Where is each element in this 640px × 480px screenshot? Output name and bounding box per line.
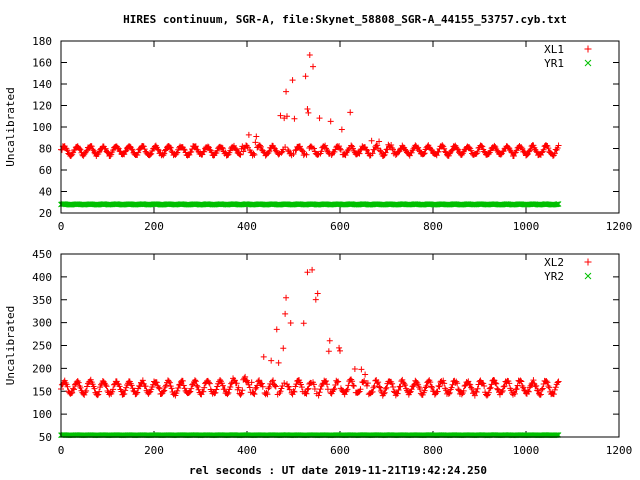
y-axis-label: Uncalibrated — [4, 306, 17, 385]
y-tick-label: 140 — [32, 78, 52, 91]
legend-marker-XL1 — [584, 45, 592, 53]
panel-top: 0 200 400 600 800 1000 1200 20 40 60 80 100 120 140 16… — [4, 35, 632, 233]
y-tick-label: 100 — [32, 121, 52, 134]
x-tick-label: 0 — [58, 444, 65, 457]
x-tick-label: 1000 — [513, 444, 540, 457]
series-marks-XL1 — [58, 51, 562, 160]
x-tick-label: 1000 — [513, 220, 540, 233]
y-tick-label: 20 — [39, 207, 52, 220]
x-tick-label: 800 — [423, 444, 443, 457]
y-tick-label: 150 — [32, 385, 52, 398]
plot-frame — [60, 40, 620, 214]
series-XL2 — [58, 266, 562, 399]
x-tick-label: 400 — [237, 220, 257, 233]
series-XL1 — [58, 51, 562, 160]
y-tick-label: 120 — [32, 100, 52, 113]
panel-bottom: 0 200 400 600 800 1000 1200 50 100 150 200 250 300 35… — [4, 248, 632, 457]
y-tick-label: 60 — [39, 164, 52, 177]
y-axis-label: Uncalibrated — [4, 87, 17, 166]
y-tick-label: 80 — [39, 143, 52, 156]
series-YR1 — [58, 201, 562, 208]
y-tick-label: 50 — [39, 431, 52, 444]
x-tick-label: 200 — [144, 220, 164, 233]
y-tick-label: 160 — [32, 57, 52, 70]
y-tick-label: 200 — [32, 362, 52, 375]
y-tick-label: 400 — [32, 271, 52, 284]
chart-title: HIRES continuum, SGR-A, file:Skynet_5880… — [123, 13, 567, 26]
y-tick-label: 250 — [32, 340, 52, 353]
y-tick-label: 100 — [32, 408, 52, 421]
legend-label-XL2: XL2 — [544, 256, 564, 269]
y-tick-label: 40 — [39, 186, 52, 199]
x-tick-label: 0 — [58, 220, 65, 233]
x-tick-label: 1200 — [606, 444, 633, 457]
legend-label-YR1: YR1 — [544, 57, 564, 70]
series-marks-YR1 — [58, 201, 562, 208]
legend-marker-YR1 — [584, 59, 592, 67]
y-tick-label: 350 — [32, 294, 52, 307]
x-tick-label: 600 — [330, 220, 350, 233]
plot-frame — [60, 253, 620, 438]
y-tick-label: 300 — [32, 317, 52, 330]
legend-label-YR2: YR2 — [544, 270, 564, 283]
y-tick-label: 180 — [32, 35, 52, 48]
x-tick-label: 1200 — [606, 220, 633, 233]
x-tick-label: 400 — [237, 444, 257, 457]
x-tick-label: 800 — [423, 220, 443, 233]
series-marks-XL2 — [58, 266, 562, 399]
x-axis-label: rel seconds : UT date 2019-11-21T19:42:2… — [189, 464, 487, 477]
legend-marker-YR2 — [584, 272, 592, 280]
y-tick-label: 450 — [32, 248, 52, 261]
x-tick-label: 200 — [144, 444, 164, 457]
legend-marker-XL2 — [584, 258, 592, 266]
legend-label-XL1: XL1 — [544, 43, 564, 56]
x-tick-label: 600 — [330, 444, 350, 457]
